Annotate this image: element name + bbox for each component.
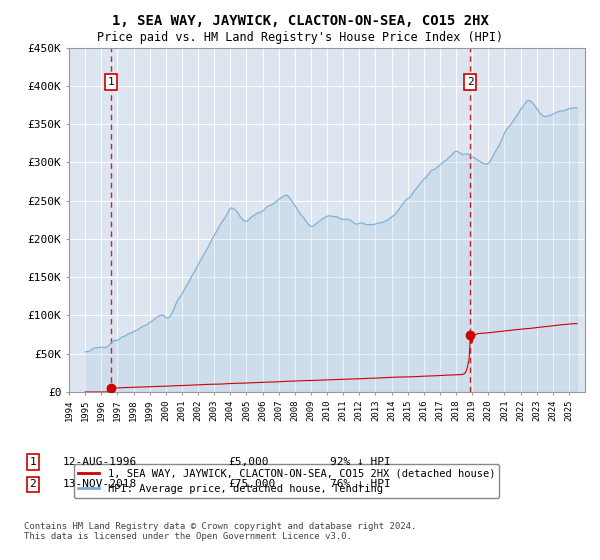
Text: 1, SEA WAY, JAYWICK, CLACTON-ON-SEA, CO15 2HX: 1, SEA WAY, JAYWICK, CLACTON-ON-SEA, CO1… <box>112 14 488 28</box>
Text: 2: 2 <box>29 479 37 489</box>
Legend: 1, SEA WAY, JAYWICK, CLACTON-ON-SEA, CO15 2HX (detached house), HPI: Average pri: 1, SEA WAY, JAYWICK, CLACTON-ON-SEA, CO1… <box>74 464 499 498</box>
Text: 12-AUG-1996: 12-AUG-1996 <box>63 457 137 467</box>
Text: Contains HM Land Registry data © Crown copyright and database right 2024.
This d: Contains HM Land Registry data © Crown c… <box>24 522 416 542</box>
Text: 76% ↓ HPI: 76% ↓ HPI <box>330 479 391 489</box>
Text: £5,000: £5,000 <box>228 457 269 467</box>
Text: 13-NOV-2018: 13-NOV-2018 <box>63 479 137 489</box>
Text: 2: 2 <box>467 77 473 87</box>
Text: £75,000: £75,000 <box>228 479 275 489</box>
Text: 1: 1 <box>108 77 115 87</box>
Text: 1: 1 <box>29 457 37 467</box>
Text: 92% ↓ HPI: 92% ↓ HPI <box>330 457 391 467</box>
Text: Price paid vs. HM Land Registry's House Price Index (HPI): Price paid vs. HM Land Registry's House … <box>97 31 503 44</box>
